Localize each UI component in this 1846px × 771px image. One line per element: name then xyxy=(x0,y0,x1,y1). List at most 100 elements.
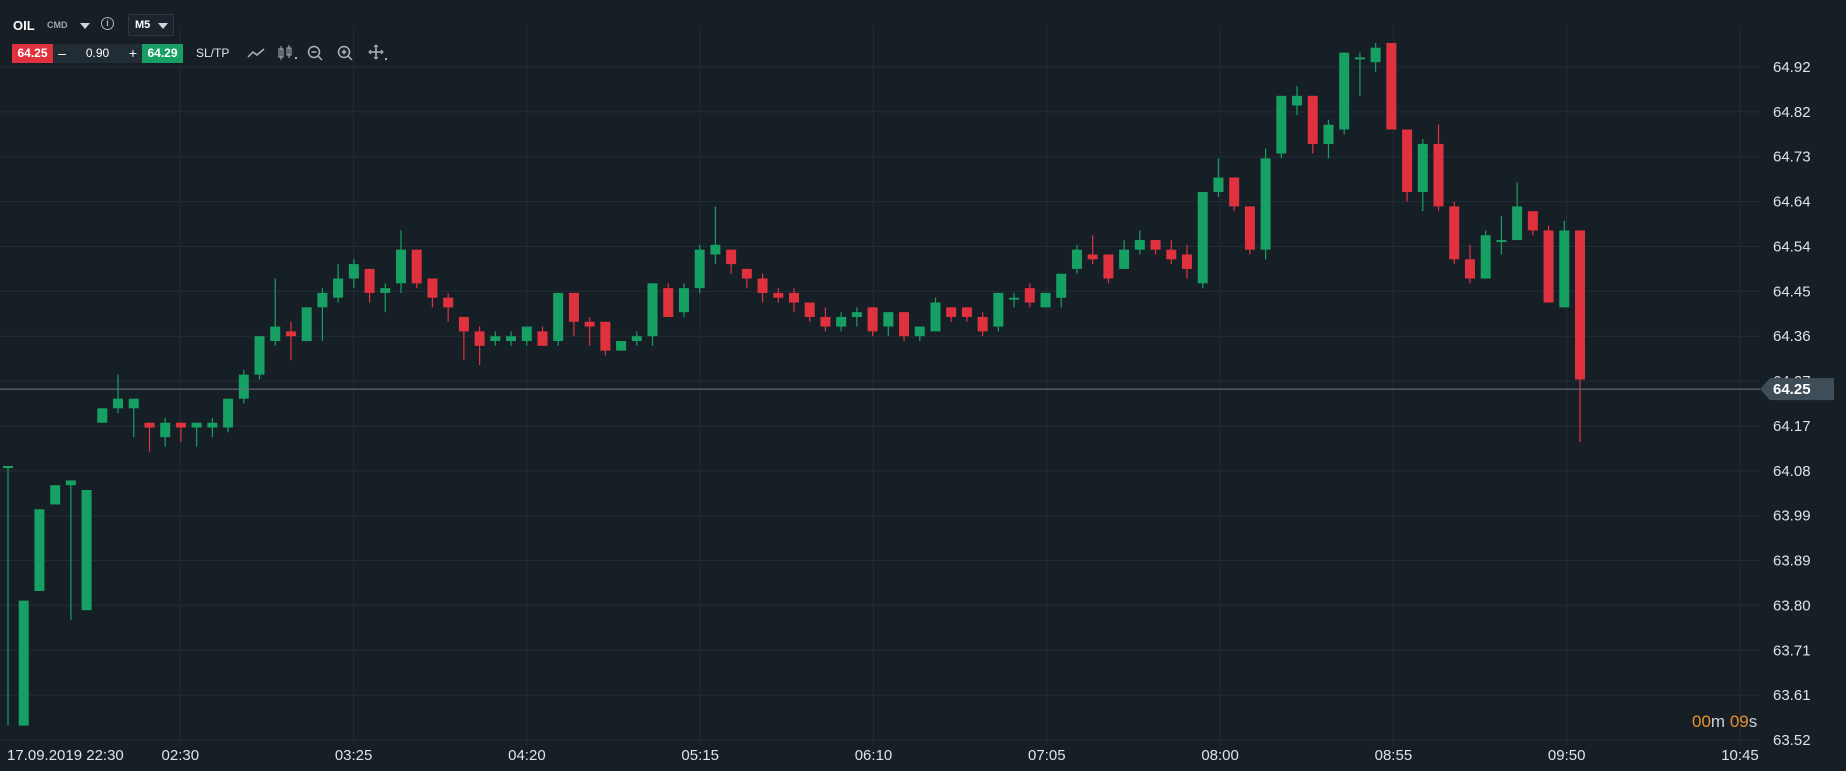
candle-bullish xyxy=(254,336,265,375)
volume-increase-button[interactable]: + xyxy=(124,44,142,63)
candle-bearish xyxy=(867,307,878,332)
candle-bearish xyxy=(1402,129,1413,192)
x-tick-label: 06:10 xyxy=(855,747,893,764)
chart-header: OIL CMD i M5 xyxy=(0,0,1846,36)
x-tick-label: 08:00 xyxy=(1201,747,1239,764)
candle-bearish xyxy=(946,307,957,317)
candle-bullish xyxy=(883,312,894,327)
candle-bullish xyxy=(1480,235,1491,279)
candle-bearish xyxy=(175,422,186,428)
candle-bearish xyxy=(1087,254,1098,260)
candlestick-icon[interactable] xyxy=(277,44,297,62)
candle-bearish xyxy=(726,249,737,265)
candle-bullish xyxy=(1354,57,1365,60)
chart-grid xyxy=(0,25,1760,745)
candle-bullish xyxy=(1512,206,1523,241)
symbol-name[interactable]: OIL xyxy=(13,18,35,33)
timeframe-select[interactable]: M5 xyxy=(128,14,174,36)
candle-bullish xyxy=(694,249,705,289)
candle-bearish xyxy=(1229,177,1240,207)
candle-bullish xyxy=(851,312,862,317)
candle-bullish xyxy=(128,398,139,409)
candle-bullish xyxy=(678,288,689,313)
candle-bullish xyxy=(396,249,406,284)
timer-seconds-unit: s xyxy=(1748,712,1758,731)
candle-bullish xyxy=(1496,240,1507,243)
x-tick-label: 17.09.2019 22:30 xyxy=(7,747,124,764)
candle-bullish xyxy=(81,490,92,611)
y-tick-label: 64.45 xyxy=(1773,283,1811,300)
candle-bullish xyxy=(1009,297,1020,300)
zoom-in-icon[interactable] xyxy=(336,44,356,62)
candle-bearish xyxy=(1150,240,1161,250)
line-chart-icon[interactable] xyxy=(246,44,266,62)
candle-bullish xyxy=(317,292,328,308)
candle-bearish xyxy=(537,331,548,346)
candle-bullish xyxy=(1559,230,1570,308)
candle-bearish xyxy=(1575,230,1585,380)
y-tick-label: 63.61 xyxy=(1773,687,1811,704)
price-axis: 64.9264.8264.7364.6464.5464.4564.3664.27… xyxy=(1773,59,1811,749)
candle-bearish xyxy=(1543,230,1554,303)
candle-bullish xyxy=(207,422,218,428)
candle-bullish xyxy=(1134,240,1145,250)
candle-bearish xyxy=(1449,206,1460,260)
info-icon[interactable]: i xyxy=(101,17,114,30)
candle-bearish xyxy=(773,292,784,298)
zoom-out-icon[interactable] xyxy=(306,44,326,62)
y-tick-label: 63.80 xyxy=(1773,597,1811,614)
candle-bearish xyxy=(804,302,815,317)
y-tick-label: 63.99 xyxy=(1773,508,1811,525)
y-tick-label: 64.08 xyxy=(1773,463,1811,480)
candle-bearish xyxy=(1433,143,1444,207)
candle-bullish xyxy=(191,422,202,428)
y-tick-label: 64.82 xyxy=(1773,104,1811,121)
candle-bullish xyxy=(631,336,642,342)
y-tick-label: 64.73 xyxy=(1773,149,1811,166)
candle-bearish xyxy=(1527,211,1538,231)
candle-bearish xyxy=(285,331,296,337)
timer-minutes: 00 xyxy=(1692,712,1711,731)
candle-bullish xyxy=(1417,143,1428,192)
candle-bullish xyxy=(223,398,234,428)
candle-bearish xyxy=(663,288,674,317)
candle-bearish xyxy=(411,249,422,284)
timeframe-label: M5 xyxy=(135,19,151,31)
candle-bullish xyxy=(1071,249,1082,269)
x-tick-label: 04:20 xyxy=(508,747,546,764)
candle-bearish xyxy=(144,422,155,428)
candle-bullish xyxy=(616,341,627,351)
candle-bearish xyxy=(1024,288,1035,303)
candle-bearish xyxy=(1386,42,1397,130)
candle-bullish xyxy=(710,244,721,255)
candle-bullish xyxy=(1056,273,1067,298)
candle-bearish xyxy=(757,278,768,293)
candle-bullish xyxy=(238,374,249,399)
buy-button[interactable]: 64.29 xyxy=(142,44,183,63)
candle-bullish xyxy=(348,264,359,279)
chevron-down-icon xyxy=(158,23,168,29)
candle-bearish xyxy=(977,316,988,332)
symbol-dropdown-icon[interactable] xyxy=(80,23,90,29)
candle-bullish xyxy=(1323,124,1334,144)
candle-bullish xyxy=(50,485,61,505)
sell-button[interactable]: 64.25 xyxy=(12,44,53,63)
current-price-tag xyxy=(1760,378,1834,401)
candle-bullish xyxy=(1292,95,1303,106)
move-icon[interactable] xyxy=(367,44,387,62)
sl-tp-button[interactable]: SL/TP xyxy=(196,46,230,60)
candle-bullish xyxy=(1276,95,1287,154)
y-tick-label: 64.64 xyxy=(1773,194,1811,211)
candle-bullish xyxy=(993,292,1004,327)
candle-bearish xyxy=(961,307,972,317)
volume-decrease-button[interactable]: – xyxy=(53,44,71,63)
candle-bullish xyxy=(18,600,29,726)
candle-bullish xyxy=(65,480,76,486)
candle-bearish xyxy=(458,316,469,332)
candle-bearish xyxy=(427,278,438,298)
x-tick-label: 08:55 xyxy=(1375,747,1413,764)
candle-bullish xyxy=(34,509,45,591)
candle-bullish xyxy=(647,283,658,337)
volume-input[interactable]: 0.90 xyxy=(71,44,124,63)
